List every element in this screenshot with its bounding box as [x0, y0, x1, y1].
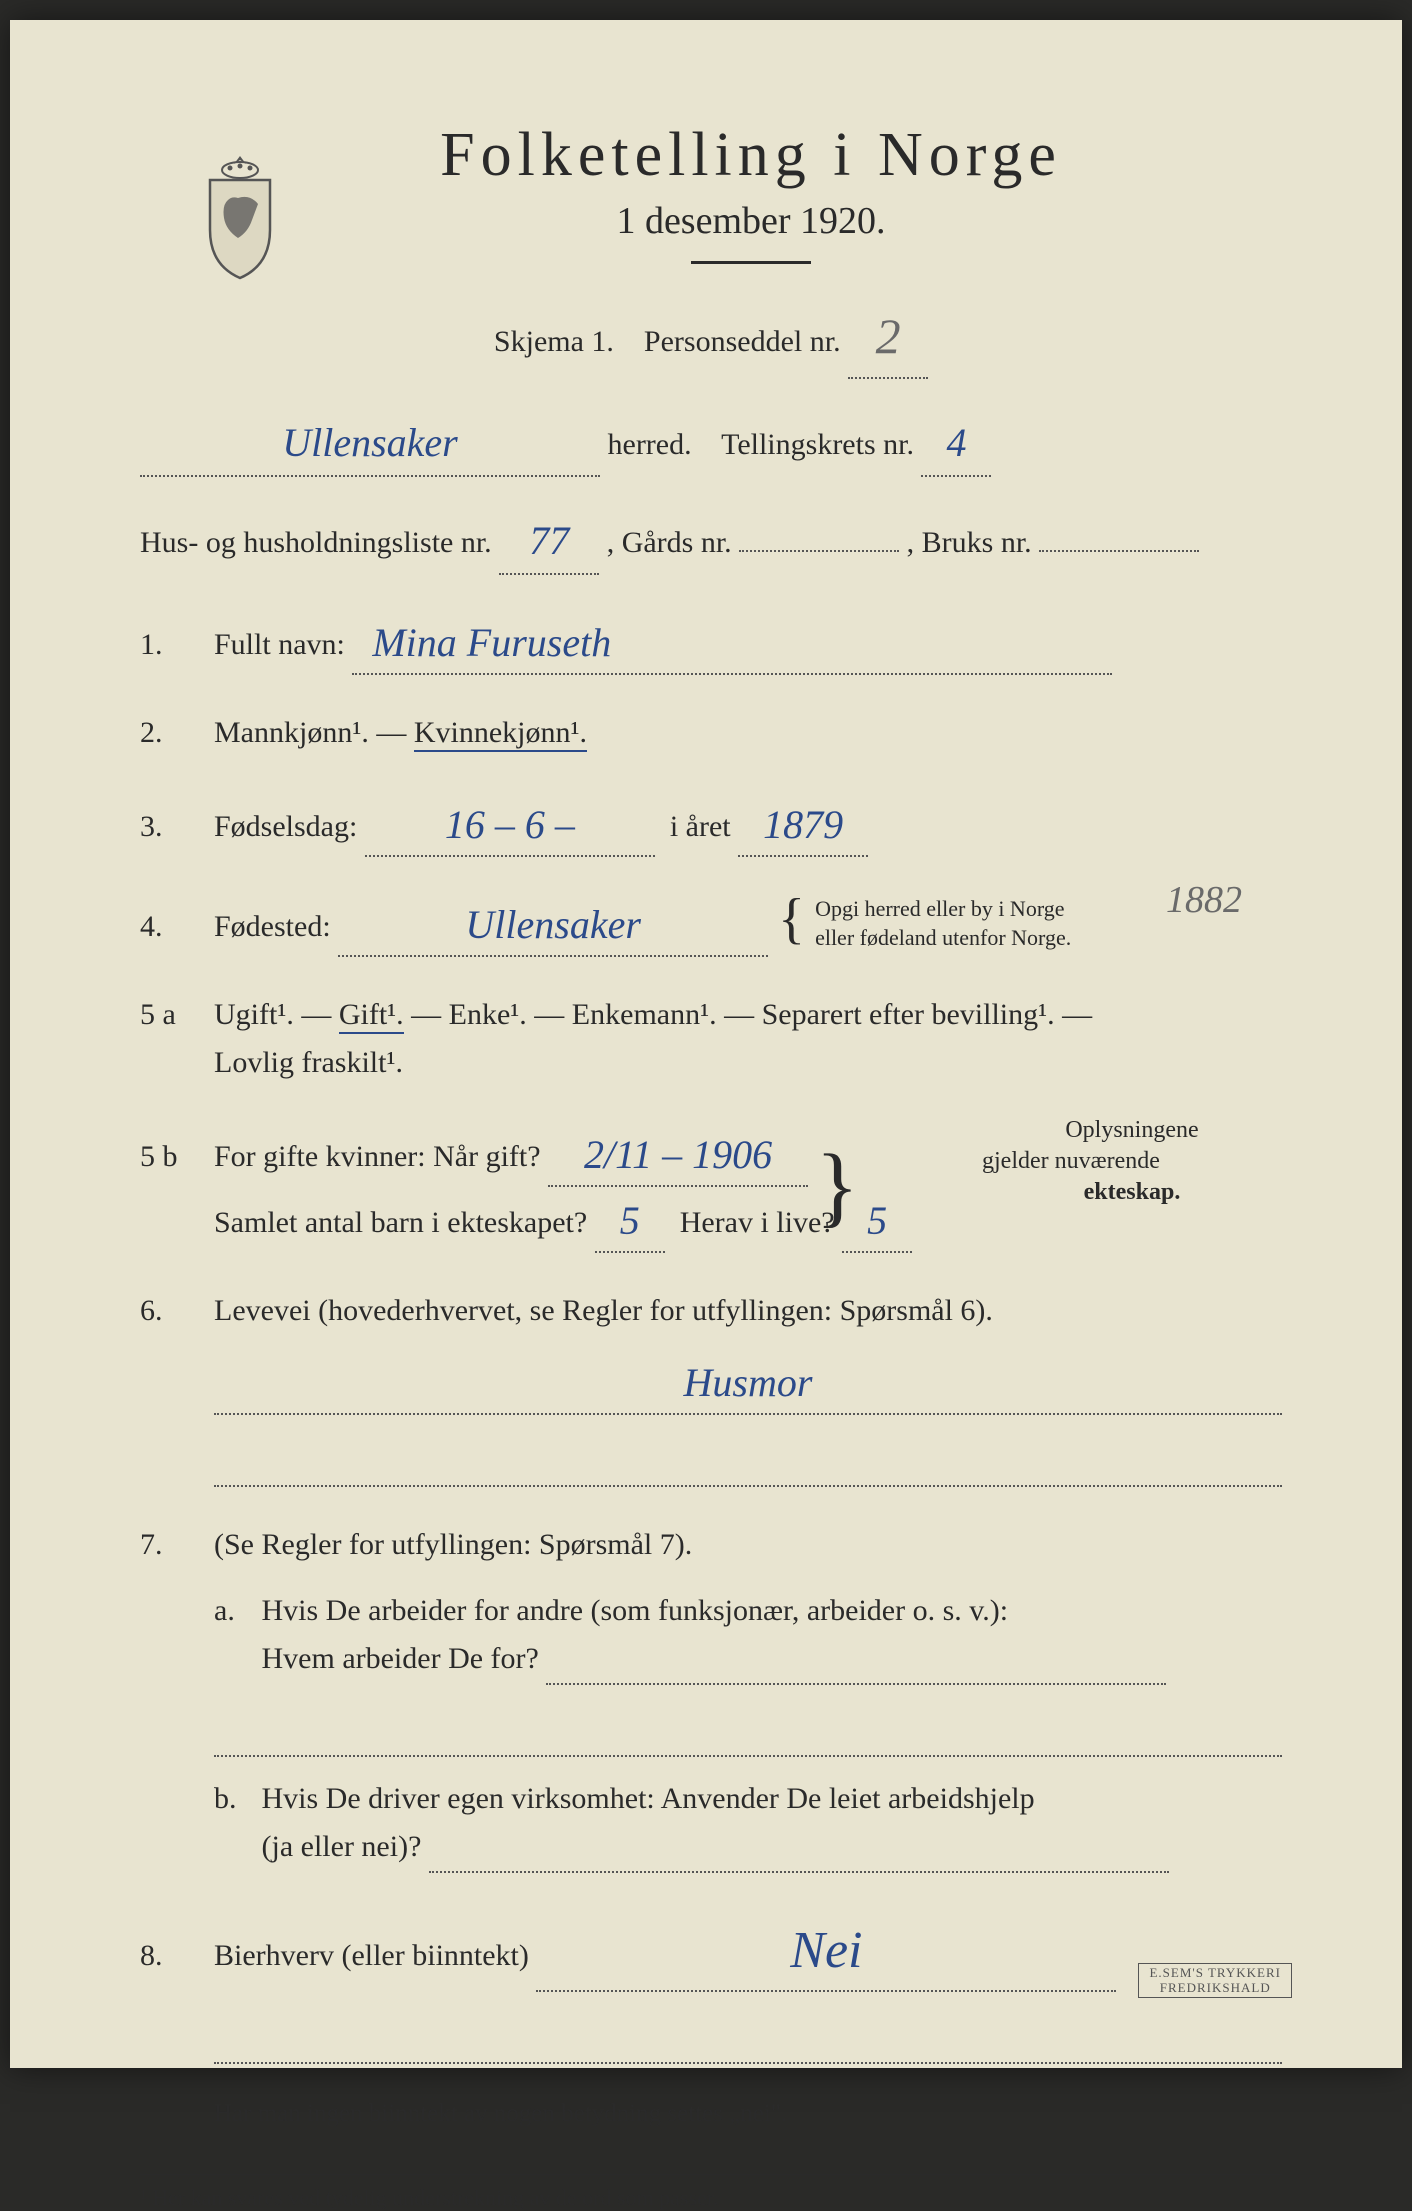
footnote: ¹ Her kan svares ved tydelig understrekn… [140, 2174, 1282, 2211]
q5b-row: 5 b Oplysningene gjelder nuværende ektes… [140, 1121, 1282, 1253]
q1-num: 1. [140, 621, 200, 669]
tellingskrets-label: Tellingskrets nr. [721, 428, 914, 461]
q3-day-field: 16 – 6 – [365, 791, 655, 857]
q6-row: 6. Levevei (hovederhvervet, se Regler fo… [140, 1287, 1282, 1487]
q6-field: Husmor [214, 1349, 1282, 1415]
q5b-barn-live-field: 5 [842, 1187, 912, 1253]
herred-label: herred. [608, 428, 692, 461]
q8-field: Nei [536, 1907, 1116, 1992]
q4-row: 4. Fødested: Ullensaker { Opgi herred el… [140, 891, 1282, 957]
husliste-line: Hus- og husholdningsliste nr. 77 , Gårds… [140, 505, 1282, 575]
q8-num: 8. [140, 1932, 200, 1980]
q4-sidenote: Opgi herred eller by i Norge eller fødel… [815, 895, 1085, 952]
title-block: Folketelling i Norge 1 desember 1920. [220, 120, 1282, 264]
q2-kvinne: Kvinnekjønn¹. [414, 716, 587, 752]
q7b-text2: (ja eller nei)? [262, 1830, 422, 1863]
q3-num: 3. [140, 803, 200, 851]
q1-row: 1. Fullt navn: Mina Furuseth [140, 609, 1282, 675]
q2-row: 2. Mannkjønn¹. — Kvinnekjønn¹. [140, 709, 1282, 757]
husliste-label: Hus- og husholdningsliste nr. [140, 526, 492, 559]
husliste-field: 77 [499, 505, 599, 575]
margin-year-note: 1882 [1166, 878, 1242, 922]
hint-line: Har man ingen biinntekt av nogen betydni… [140, 2094, 1282, 2134]
q5a-num: 5 a [140, 991, 200, 1039]
printer-stamp: E.SEM'S TRYKKERI FREDRIKSHALD [1138, 1963, 1292, 1998]
q5b-label1: For gifte kvinner: Når gift? [214, 1140, 541, 1173]
title-rule [691, 261, 811, 264]
personseddel-nr-field: 2 [848, 292, 928, 379]
q5b-giftdate-field: 2/11 – 1906 [548, 1121, 808, 1187]
q7a-text1: Hvis De arbeider for andre (som funksjon… [262, 1594, 1009, 1627]
q7-row: 7. (Se Regler for utfyllingen: Spørsmål … [140, 1521, 1282, 1569]
q6-field-2 [214, 1437, 1282, 1487]
title-main: Folketelling i Norge [220, 120, 1282, 191]
q5b-label2: Samlet antal barn i ekteskapet? [214, 1206, 587, 1239]
gaards-label: , Gårds nr. [607, 526, 732, 559]
personseddel-label: Personseddel nr. [644, 325, 841, 358]
q7-num: 7. [140, 1521, 200, 1569]
q4-label: Fødested: [214, 910, 331, 943]
q5b-num: 5 b [140, 1133, 200, 1181]
q8-field-2 [214, 2014, 1282, 2064]
q7a-label: a. [214, 1587, 254, 1635]
q7a-field-2 [214, 1707, 1282, 1757]
q4-num: 4. [140, 903, 200, 951]
q7b-text1: Hvis De driver egen virksomhet: Anvender… [262, 1782, 1035, 1815]
tellingskrets-field: 4 [921, 407, 991, 477]
gaards-field [739, 520, 899, 552]
q7a-text2: Hvem arbeider De for? [262, 1642, 539, 1675]
q5b-label3: Herav i live? [680, 1206, 835, 1239]
title-sub: 1 desember 1920. [220, 199, 1282, 243]
skjema-label: Skjema 1. [494, 325, 614, 358]
q5a-gift: Gift¹. [339, 998, 404, 1034]
bruks-field [1039, 520, 1199, 552]
q1-label: Fullt navn: [214, 628, 345, 661]
q5a-row: 5 a Ugift¹. — Gift¹. — Enke¹. — Enkemann… [140, 991, 1282, 1087]
q3-row: 3. Fødselsdag: 16 – 6 – i året 1879 [140, 791, 1282, 857]
q7-label: (Se Regler for utfyllingen: Spørsmål 7). [214, 1528, 692, 1561]
q7b-row: b. Hvis De driver egen virksomhet: Anven… [140, 1775, 1282, 1873]
skjema-line: Skjema 1. Personseddel nr. 2 [140, 292, 1282, 379]
q8-row: 8. Bierhverv (eller biinntekt) Nei [140, 1907, 1282, 2064]
q7b-field [429, 1823, 1169, 1873]
q7a-row: a. Hvis De arbeider for andre (som funks… [140, 1587, 1282, 1757]
q5b-barn-total-field: 5 [595, 1187, 665, 1253]
q3-label: Fødselsdag: [214, 810, 357, 843]
q4-field: Ullensaker [338, 891, 768, 957]
q2-mann: Mannkjønn¹. [214, 716, 369, 749]
q3-year-field: 1879 [738, 791, 868, 857]
q7a-field [546, 1635, 1166, 1685]
coat-of-arms-icon [190, 150, 290, 280]
q6-label: Levevei (hovederhvervet, se Regler for u… [214, 1294, 993, 1327]
q8-label: Bierhverv (eller biinntekt) [214, 1939, 529, 1972]
census-form-page: Folketelling i Norge 1 desember 1920. Sk… [10, 20, 1402, 2068]
bruks-label: , Bruks nr. [907, 526, 1032, 559]
brace-icon: { [778, 903, 805, 937]
q7b-label: b. [214, 1775, 254, 1823]
q6-num: 6. [140, 1287, 200, 1335]
herred-field: Ullensaker [140, 407, 600, 477]
herred-line: Ullensaker herred. Tellingskrets nr. 4 [140, 407, 1282, 477]
q3-year-label: i året [670, 810, 731, 843]
q5b-sidenote: Oplysningene gjelder nuværende ekteskap. [982, 1115, 1282, 1209]
q1-field: Mina Furuseth [352, 609, 1112, 675]
q2-num: 2. [140, 709, 200, 757]
